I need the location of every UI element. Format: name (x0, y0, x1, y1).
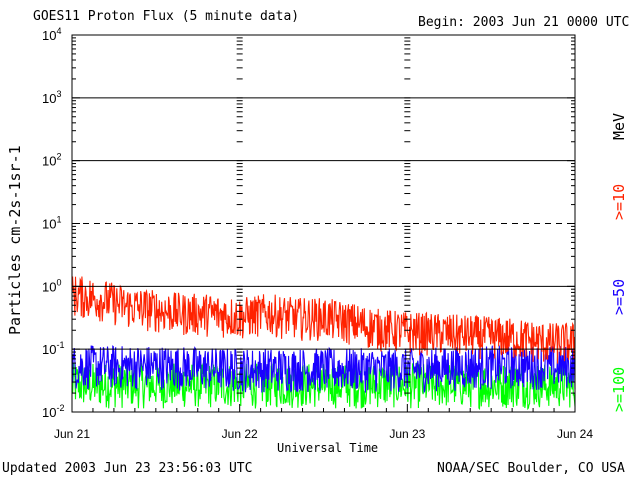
y-axis-label: Particles cm-2s-1sr-1 (6, 145, 24, 335)
legend-label-100mev: >=100 (610, 367, 628, 412)
updated-time: Updated 2003 Jun 23 23:56:03 UTC (2, 461, 253, 476)
y-tick-label: 10-1 (42, 340, 64, 357)
y-tick-label: 10-2 (42, 403, 64, 420)
y-tick-label: 103 (42, 89, 61, 106)
x-tick-label: Jun 23 (389, 427, 425, 441)
chart-title: GOES11 Proton Flux (5 minute data) (33, 9, 300, 24)
begin-time: Begin: 2003 Jun 21 0000 UTC (418, 15, 630, 30)
series-line-10mev (71, 276, 576, 364)
y-tick-label: 102 (42, 152, 61, 169)
y-tick-label: 104 (42, 26, 61, 43)
legend-label-50mev: >=50 (610, 279, 628, 315)
y-tick-label: 101 (42, 215, 61, 232)
y-tick-label: 100 (42, 277, 61, 294)
x-tick-label: Jun 21 (54, 427, 90, 441)
credit-text: NOAA/SEC Boulder, CO USA (437, 461, 625, 476)
x-tick-label: Jun 22 (222, 427, 258, 441)
x-axis-label: Universal Time (277, 441, 379, 455)
legend-label-10mev: >=10 (610, 184, 628, 220)
x-tick-label: Jun 24 (557, 427, 593, 441)
series-line-50mev (71, 345, 576, 394)
unit-label-mev: MeV (610, 113, 628, 140)
